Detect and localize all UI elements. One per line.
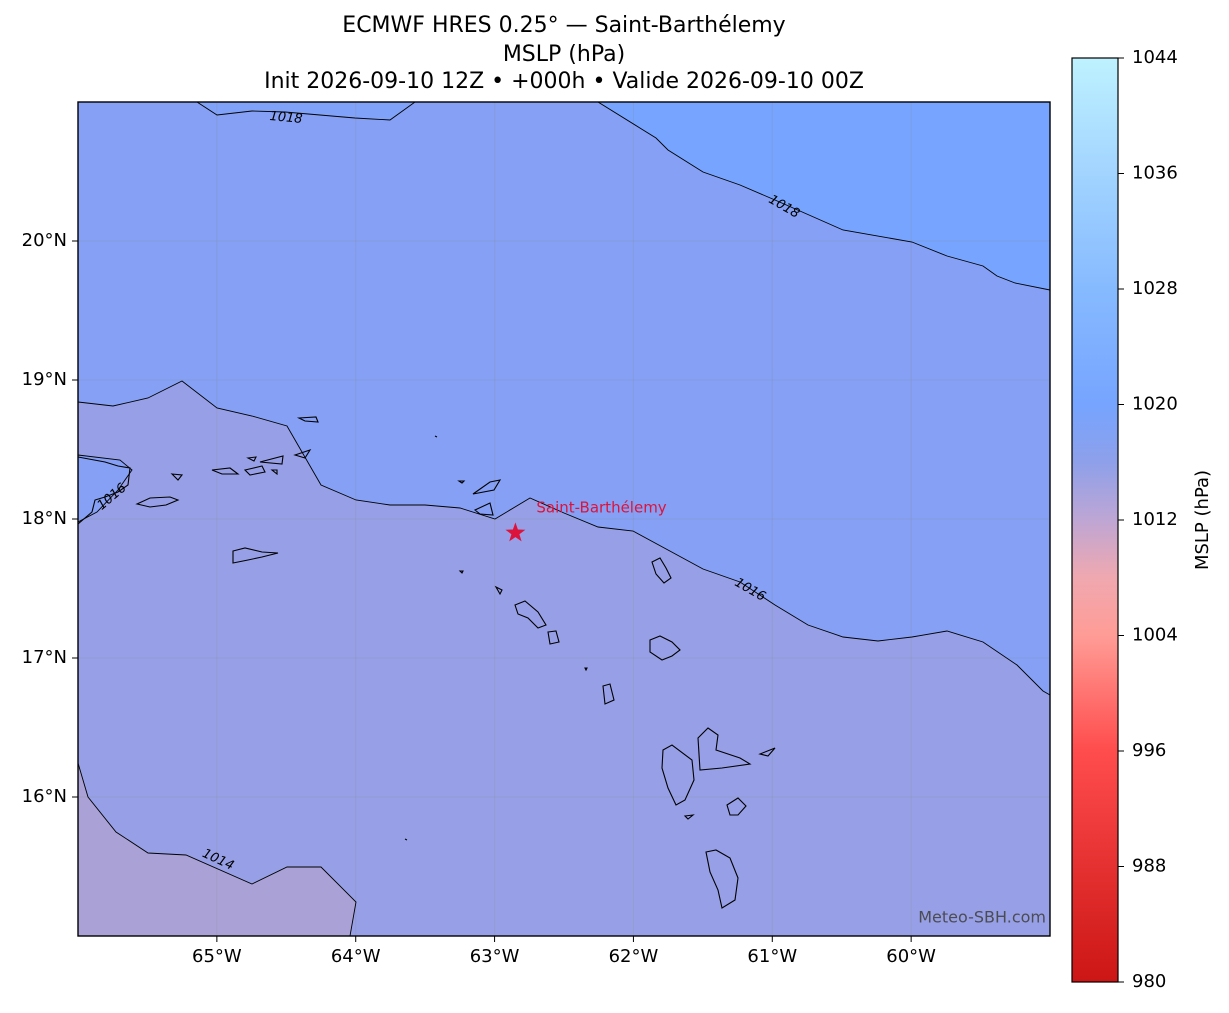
contour-line — [196, 102, 416, 121]
map-field — [78, 102, 1050, 936]
coastline — [649, 557, 681, 661]
watermark: Meteo-SBH.com — [918, 908, 1046, 927]
colorbar-tick-label: 1036 — [1132, 163, 1178, 184]
coastline — [135, 496, 180, 508]
x-tick-label: 65°W — [192, 946, 242, 967]
y-tick-label: 16°N — [22, 786, 67, 807]
coastline — [78, 456, 131, 525]
x-tick-label: 61°W — [747, 946, 797, 967]
coastline — [661, 727, 776, 820]
coastline — [232, 547, 279, 564]
contour-line — [78, 380, 1050, 696]
x-tick-label: 62°W — [609, 946, 659, 967]
colorbar-tick-label: 988 — [1132, 856, 1166, 877]
colorbar-tick-label: 980 — [1132, 971, 1166, 992]
coastline — [293, 416, 319, 459]
y-tick-label: 20°N — [22, 230, 67, 251]
contour-line — [597, 102, 1050, 291]
contour-line — [78, 762, 357, 936]
y-tick-label: 19°N — [22, 369, 67, 390]
field-region — [598, 102, 1050, 290]
location-marker — [505, 522, 526, 542]
field-region — [78, 763, 356, 936]
coastline — [458, 570, 615, 705]
coastline — [211, 455, 284, 476]
y-tick-label: 18°N — [22, 508, 67, 529]
contour-line — [78, 454, 133, 523]
field-region — [78, 102, 1050, 695]
colorbar-tick-label: 1012 — [1132, 509, 1178, 530]
colorbar-tick-label: 996 — [1132, 740, 1166, 761]
x-tick-label: 60°W — [886, 946, 936, 967]
y-tick-label: 17°N — [22, 647, 67, 668]
title-line: Init 2026-09-10 12Z • +000h • Valide 202… — [264, 69, 864, 94]
colorbar-tick-label: 1028 — [1132, 278, 1178, 299]
field-region — [78, 455, 132, 522]
grid — [78, 102, 1050, 936]
x-tick-label: 63°W — [470, 946, 520, 967]
coastline — [404, 435, 739, 909]
colorbar-tick-label: 1004 — [1132, 625, 1178, 646]
coastlines — [78, 416, 776, 909]
contour-label: 1018 — [269, 109, 303, 127]
title-line: MSLP (hPa) — [503, 42, 625, 67]
colorbar — [1071, 57, 1119, 983]
x-tick-label: 64°W — [331, 946, 381, 967]
title-line: ECMWF HRES 0.25° — Saint-Barthélemy — [342, 13, 785, 38]
colorbar-tick-label: 1020 — [1132, 394, 1178, 415]
coastline — [170, 473, 184, 481]
colorbar-label: MSLP (hPa) — [1192, 470, 1213, 570]
coastline — [457, 479, 502, 516]
marker-label: Saint-Barthélemy — [536, 498, 666, 516]
colorbar-tick-label: 1044 — [1132, 47, 1178, 68]
field-region — [197, 102, 415, 120]
